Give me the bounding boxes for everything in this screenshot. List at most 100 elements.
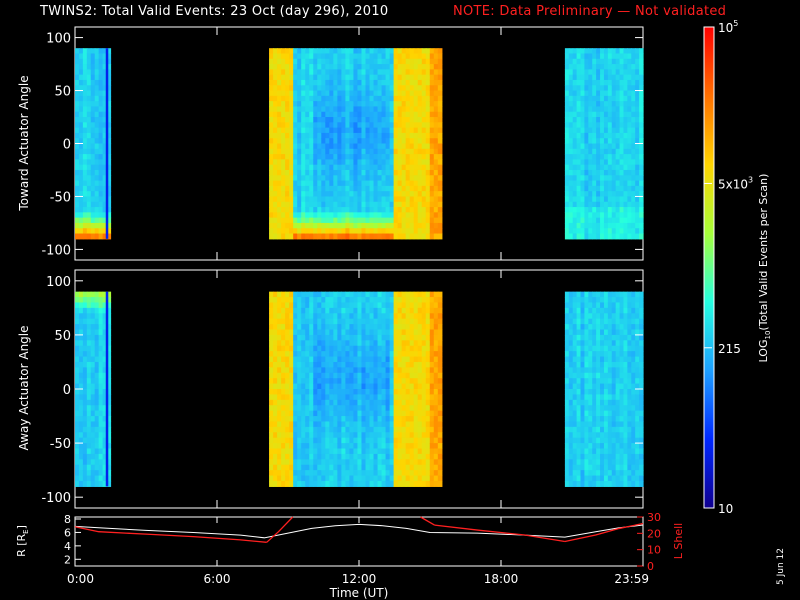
heatmap-cell — [611, 389, 617, 396]
heatmap-cell — [361, 196, 367, 203]
heatmap-cell — [321, 180, 326, 187]
heatmap-cell — [325, 405, 330, 412]
heatmap-cell — [405, 432, 411, 439]
heatmap-cell — [94, 437, 100, 444]
heatmap-cell — [401, 53, 407, 60]
heatmap-cell — [277, 470, 282, 477]
heatmap-cell — [397, 480, 403, 487]
heatmap-cell — [317, 297, 322, 304]
heatmap-cell — [285, 351, 290, 358]
heatmap-cell — [393, 432, 399, 439]
heatmap-cell — [389, 334, 395, 341]
heatmap-cell — [369, 475, 375, 482]
heatmap-cell — [353, 297, 359, 304]
heatmap-cell — [584, 291, 589, 298]
heatmap-cell — [393, 222, 399, 229]
heatmap-cell — [429, 453, 435, 460]
heatmap-cell — [437, 324, 443, 331]
heatmap-cell — [611, 111, 617, 118]
heatmap-cell — [293, 196, 298, 203]
heatmap-cell — [611, 432, 617, 439]
heatmap-cell — [289, 297, 294, 304]
heatmap-cell — [78, 453, 84, 460]
heatmap-cell — [397, 58, 403, 65]
heatmap-cell — [564, 58, 570, 65]
heatmap-cell — [82, 228, 88, 235]
heatmap-cell — [564, 453, 570, 460]
heatmap-cell — [106, 101, 112, 108]
heatmap-cell — [603, 212, 609, 219]
heatmap-cell — [373, 453, 379, 460]
heatmap-cell — [301, 217, 306, 224]
heatmap-cell — [94, 143, 100, 150]
heatmap-cell — [603, 405, 609, 412]
heatmap-cell — [588, 443, 593, 450]
heatmap-cell — [635, 101, 640, 108]
heatmap-cell — [325, 212, 330, 219]
heatmap-cell — [568, 367, 574, 374]
heatmap-cell — [369, 443, 375, 450]
heatmap-cell — [588, 416, 593, 423]
heatmap-cell — [273, 159, 278, 166]
heatmap-cell — [285, 378, 290, 385]
heatmap-cell — [313, 448, 318, 455]
heatmap-cell — [584, 399, 589, 406]
heatmap-cell — [353, 378, 359, 385]
heatmap-cell — [269, 302, 274, 309]
heatmap-cell — [349, 318, 355, 325]
heatmap-cell — [572, 459, 578, 466]
heatmap-cell — [349, 302, 355, 309]
heatmap-cell — [639, 217, 644, 224]
heatmap-cell — [393, 480, 399, 487]
heatmap-cell — [417, 345, 423, 352]
heatmap-cell — [357, 351, 363, 358]
heatmap-cell — [603, 340, 609, 347]
heatmap-cell — [86, 217, 92, 224]
heatmap-cell — [357, 207, 363, 213]
heatmap-cell — [576, 405, 582, 412]
heatmap-cell — [75, 443, 80, 450]
heatmap-cell — [345, 307, 351, 314]
heatmap-cell — [281, 356, 286, 363]
heatmap-cell — [564, 443, 570, 450]
heatmap-cell — [361, 432, 367, 439]
heatmap-cell — [361, 117, 367, 123]
heatmap-cell — [90, 164, 96, 171]
heatmap-cell — [305, 117, 310, 123]
heatmap-cell — [576, 361, 582, 368]
heatmap-cell — [639, 196, 644, 203]
heatmap-cell — [429, 201, 435, 208]
heatmap-cell — [568, 421, 574, 428]
heatmap-cell — [584, 233, 589, 240]
heatmap-cell — [98, 426, 104, 433]
heatmap-cell — [631, 201, 636, 208]
heatmap-cell — [277, 48, 282, 55]
heatmap-cell — [317, 356, 322, 363]
heatmap-cell — [106, 432, 112, 439]
heatmap-cell — [277, 111, 282, 118]
heatmap-cell — [277, 426, 282, 433]
heatmap-cell — [576, 117, 582, 123]
heatmap-cell — [102, 48, 108, 55]
heatmap-cell — [78, 399, 84, 406]
heatmap-cell — [615, 318, 621, 325]
heatmap-cell — [397, 175, 403, 182]
heatmap-cell — [381, 475, 387, 482]
heatmap-cell — [385, 69, 391, 76]
heatmap-cell — [588, 356, 593, 363]
heatmap-cell — [421, 421, 427, 428]
heatmap-cell — [361, 185, 367, 192]
heatmap-cell — [337, 448, 342, 455]
heatmap-cell — [584, 356, 589, 363]
heatmap-cell — [357, 470, 363, 477]
heatmap-cell — [369, 164, 375, 171]
heatmap-cell — [106, 340, 112, 347]
heatmap-cell — [98, 159, 104, 166]
heatmap-cell — [309, 85, 314, 92]
heatmap-cell — [285, 117, 290, 123]
heatmap-cell — [285, 132, 290, 139]
heatmap-cell — [635, 79, 640, 86]
heatmap-cell — [75, 85, 80, 92]
heatmap-cell — [321, 217, 326, 224]
heatmap-cell — [564, 426, 570, 433]
